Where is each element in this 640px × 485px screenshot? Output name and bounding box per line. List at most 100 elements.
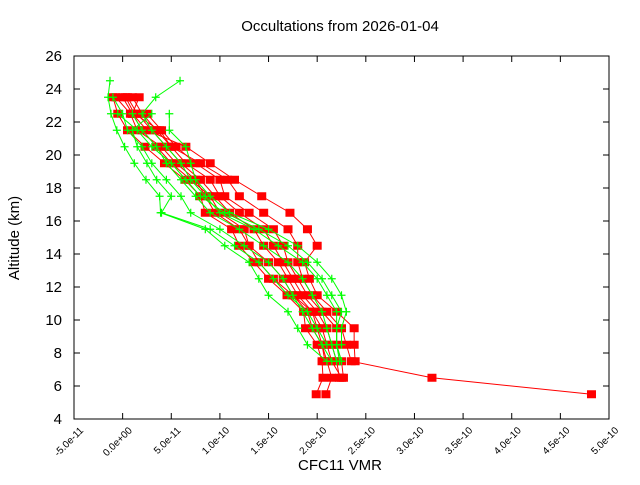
x-tick-label: 4.5e-10 [541, 425, 573, 457]
green-point [112, 126, 121, 135]
y-tick-label: 10 [45, 312, 62, 329]
green-point [141, 175, 150, 184]
green-point [113, 109, 122, 118]
red-point [302, 291, 312, 300]
x-tick-label: 3.0e-10 [395, 425, 427, 457]
green-line [131, 113, 338, 362]
x-tick-label: 5.0e-11 [152, 425, 184, 457]
red-point [205, 175, 215, 184]
red-point [127, 93, 137, 102]
green-point [284, 258, 292, 267]
green-point [322, 340, 331, 349]
red-point [311, 390, 321, 399]
red-point [227, 225, 237, 234]
green-point [284, 241, 292, 250]
green-point [318, 274, 327, 283]
red-point [322, 307, 332, 316]
y-axis-label: Altitude (km) [6, 196, 23, 280]
green-point [120, 142, 129, 151]
green-point [293, 324, 302, 333]
green-profile-2 [108, 93, 336, 366]
red-point [327, 373, 337, 382]
green-point [254, 225, 263, 234]
x-tick-label: 2.5e-10 [346, 425, 378, 457]
green-point [215, 225, 224, 234]
red-point [171, 142, 181, 151]
red-point [301, 324, 311, 333]
red-point [304, 274, 314, 283]
green-point [240, 241, 249, 250]
y-tick-label: 14 [45, 246, 62, 263]
red-point [171, 159, 181, 168]
red-point [312, 241, 322, 250]
green-profile-6 [128, 109, 331, 349]
red-point [264, 274, 274, 283]
x-tick-label: 2.0e-10 [298, 425, 330, 457]
red-point [155, 126, 165, 135]
red-point [244, 208, 254, 217]
green-point [130, 159, 139, 168]
green-point [327, 291, 336, 300]
red-point [181, 159, 191, 168]
green-line [117, 113, 343, 362]
plot-border [73, 55, 610, 420]
red-point [195, 175, 205, 184]
y-tick-label: 18 [45, 180, 62, 197]
green-point [269, 274, 278, 283]
red-point [220, 192, 230, 201]
red-point [278, 258, 288, 267]
red-point [293, 291, 303, 300]
green-point [230, 241, 239, 250]
red-point [195, 159, 205, 168]
green-point [293, 241, 302, 250]
green-point [165, 109, 174, 118]
red-point [134, 93, 144, 102]
green-point [155, 192, 164, 201]
green-point [254, 274, 263, 283]
green-point [152, 175, 161, 184]
red-point [205, 159, 215, 168]
x-tick-label: 1.5e-10 [249, 425, 281, 457]
red-point [200, 208, 210, 217]
y-tick-label: 8 [54, 345, 62, 362]
green-point [264, 225, 273, 234]
green-point [303, 307, 312, 316]
green-point [106, 109, 115, 118]
y-tick-label: 6 [54, 378, 62, 395]
red-point [210, 208, 220, 217]
green-point [181, 142, 190, 151]
red-point [273, 258, 283, 267]
red-point [349, 340, 359, 349]
red-point [142, 109, 152, 118]
y-tick-label: 22 [45, 114, 62, 131]
x-axis-label: CFC11 VMR [298, 457, 382, 474]
green-point [133, 126, 142, 135]
green-point [322, 324, 331, 333]
green-point [313, 258, 322, 267]
red-point [166, 142, 176, 151]
red-point [244, 241, 254, 250]
y-tick-label: 4 [54, 411, 62, 428]
green-point [318, 307, 327, 316]
red-point [586, 390, 596, 399]
red-point [234, 192, 244, 201]
x-tick-label: 0.0e+00 [101, 425, 135, 459]
series-layer [104, 76, 596, 399]
red-point [317, 324, 327, 333]
red-point [268, 241, 278, 250]
green-point [147, 109, 156, 118]
x-tick-label: -5.0e-11 [53, 425, 87, 459]
red-point [121, 93, 131, 102]
green-profile-7 [113, 109, 346, 366]
green-point [165, 126, 174, 135]
green-point [167, 159, 176, 168]
green-point [313, 324, 322, 333]
green-point [332, 324, 341, 333]
y-tick-label: 12 [45, 279, 62, 296]
y-tick-label: 26 [45, 48, 62, 65]
green-point [264, 291, 273, 300]
red-point [230, 175, 239, 184]
green-point [303, 340, 312, 349]
green-point [138, 109, 147, 118]
green-point [108, 93, 117, 102]
